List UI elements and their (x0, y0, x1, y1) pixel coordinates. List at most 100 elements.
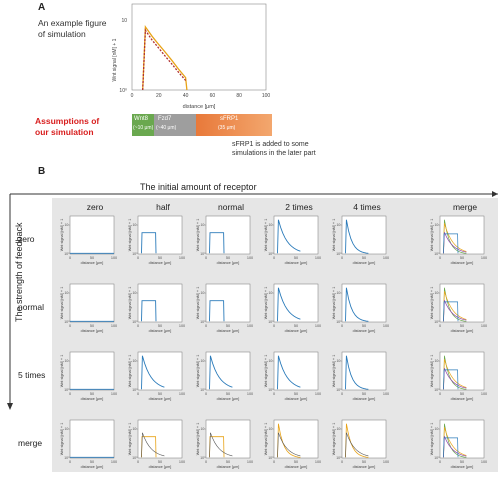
fzd7-name: Fzd7 (158, 116, 172, 122)
subplot-line (277, 219, 301, 254)
subplot-xtick: 50 (226, 256, 230, 260)
wnt8-name: Wnt8 (134, 116, 149, 122)
subplot-xtick: 50 (460, 256, 464, 260)
subplot-ytick: 10¹ (336, 291, 342, 295)
subplot-xtick: 50 (460, 460, 464, 464)
subplot-xlabel: distance [μm] (353, 465, 376, 469)
example-ylabel: Wnt signal [nM] + 1 (112, 38, 118, 81)
subplot-line (277, 287, 301, 322)
fzd7-range: (~40 μm) (156, 125, 177, 131)
subplot-xlabel: distance [μm] (149, 329, 172, 333)
subplot-line (277, 432, 301, 458)
subplot-ytick: 10¹ (64, 291, 70, 295)
subplot-xtick: 100 (481, 392, 487, 396)
example-ytick-top: 10 (121, 18, 127, 24)
subplot-xtick: 50 (362, 324, 366, 328)
subplot-ytick: 10¹ (336, 223, 342, 227)
subplot-xtick: 100 (481, 256, 487, 260)
subplot-line (443, 233, 459, 254)
sfrp1-range: (35 μm) (218, 125, 236, 131)
subplot-xtick: 50 (294, 392, 298, 396)
row-header: 5 times (18, 370, 46, 380)
subplot-xtick: 0 (273, 324, 275, 328)
subplot-xlabel: distance [μm] (217, 465, 240, 469)
subplot-ytick: 10¹ (200, 359, 206, 363)
subplot-xtick: 50 (158, 392, 162, 396)
subplot-xtick: 50 (362, 392, 366, 396)
subplot-ytick: 10⁰ (200, 388, 206, 392)
subplot-xtick: 0 (341, 460, 343, 464)
subplot-xtick: 0 (273, 256, 275, 260)
subplot-xtick: 100 (481, 324, 487, 328)
subplot-ytick: 10⁰ (64, 252, 70, 256)
subplot-line (209, 432, 233, 458)
subplot-ytick: 10⁰ (64, 320, 70, 324)
subplot-ytick: 10¹ (268, 291, 274, 295)
example-xtick: 80 (236, 93, 242, 99)
subplot-ylabel: Wnt signal [nM] + 1 (332, 423, 336, 456)
row-header: normal (18, 302, 44, 312)
subplot-xtick: 0 (69, 392, 71, 396)
subplot-xtick: 100 (247, 324, 253, 328)
subplot-xtick: 0 (205, 256, 207, 260)
subplot-xlabel: distance [μm] (149, 261, 172, 265)
subplot-xlabel: distance [μm] (81, 261, 104, 265)
subplot-line (345, 423, 369, 458)
subplot-ytick: 10⁰ (64, 388, 70, 392)
subplot-xlabel: distance [μm] (285, 329, 308, 333)
subplot-ytick: 10⁰ (200, 252, 206, 256)
subplot-xtick: 100 (111, 392, 117, 396)
subplot-ytick: 10¹ (434, 291, 440, 295)
subplot-xtick: 0 (137, 392, 139, 396)
subplot-xtick: 0 (341, 392, 343, 396)
example-xtick: 60 (210, 93, 216, 99)
subplot-xtick: 0 (69, 256, 71, 260)
subplot-ylabel: Wnt signal [nM] + 1 (264, 423, 268, 456)
subplot-ylabel: Wnt signal [nM] + 1 (128, 423, 132, 456)
subplot-ytick: 10¹ (434, 359, 440, 363)
example-xtick: 40 (183, 93, 189, 99)
subplot-xtick: 100 (111, 460, 117, 464)
subplot-xtick: 100 (179, 392, 185, 396)
subplot-line (345, 432, 369, 458)
subplot-xtick: 0 (205, 324, 207, 328)
receptor-axis-title: The initial amount of receptor (140, 182, 257, 192)
subplot-xtick: 50 (362, 256, 366, 260)
subplot-xtick: 0 (341, 256, 343, 260)
subplot-xtick: 0 (137, 256, 139, 260)
subplot-xtick: 50 (294, 460, 298, 464)
row-header: zero (18, 234, 35, 244)
subplot-ylabel: Wnt signal [nM] + 1 (196, 423, 200, 456)
subplot-line (141, 355, 165, 390)
subplot-xlabel: distance [μm] (217, 329, 240, 333)
subplot-ylabel: Wnt signal [nM] + 1 (60, 219, 64, 252)
subplot-xlabel: distance [μm] (217, 397, 240, 401)
subplot-ytick: 10¹ (268, 359, 274, 363)
subplot-ytick: 10¹ (336, 359, 342, 363)
subplot-xtick: 50 (158, 256, 162, 260)
subplot-xtick: 100 (315, 392, 321, 396)
subplot-line (443, 369, 459, 390)
fzd7-segment (154, 114, 196, 136)
subplot-xlabel: distance [μm] (353, 397, 376, 401)
subplot-ylabel: Wnt signal [nM] + 1 (332, 287, 336, 320)
subplot-xtick: 50 (294, 324, 298, 328)
subplot-xtick: 100 (179, 460, 185, 464)
sfrp1-segment (196, 114, 272, 136)
subplot-ytick: 10⁰ (336, 252, 342, 256)
subplot-ylabel: Wnt signal [nM] + 1 (264, 355, 268, 388)
row-header: merge (18, 438, 43, 448)
subplot-ylabel: Wnt signal [nM] + 1 (128, 355, 132, 388)
